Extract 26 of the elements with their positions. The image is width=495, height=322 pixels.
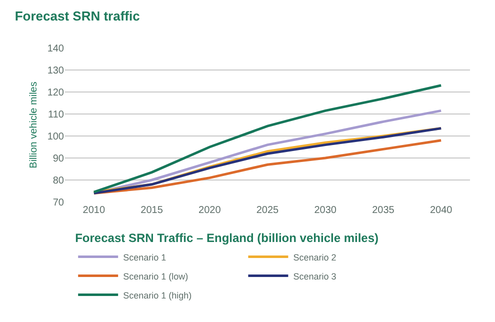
y-tick-label: 120 (47, 88, 64, 98)
y-axis-title: Billion vehicle miles (28, 82, 40, 168)
y-tick-label: 100 (47, 132, 64, 142)
y-tick-label: 130 (47, 66, 64, 76)
y-tick-label: 110 (48, 110, 64, 120)
y-tick-label: 70 (52, 198, 64, 208)
x-tick-label: 2020 (198, 205, 222, 216)
y-tick-label: 90 (52, 154, 64, 164)
legend-label: Scenario 3 (293, 271, 336, 282)
legend-label: Scenario 1 (high) (123, 290, 192, 300)
x-tick-label: 2015 (140, 205, 164, 216)
x-tick-label: 2025 (256, 205, 280, 216)
legend-label: Scenario 1 (123, 252, 166, 262)
legend-label: Scenario 2 (293, 252, 336, 262)
x-tick-label: 2030 (314, 205, 337, 216)
legend-title: Forecast SRN Traffic – England (billion vehicle miles) (75, 231, 379, 246)
y-tick-label: 140 (47, 44, 64, 54)
x-tick-label: 2035 (372, 205, 395, 216)
x-tick-label: 2010 (82, 205, 106, 216)
line-series (92, 109, 442, 194)
y-tick-label: 80 (52, 176, 64, 186)
chart-title: Forecast SRN traffic (14, 8, 140, 24)
line-series (92, 139, 442, 194)
line-series (92, 84, 442, 194)
x-tick-label: 2040 (430, 205, 453, 216)
legend-label: Scenario 1 (low) (123, 271, 188, 282)
